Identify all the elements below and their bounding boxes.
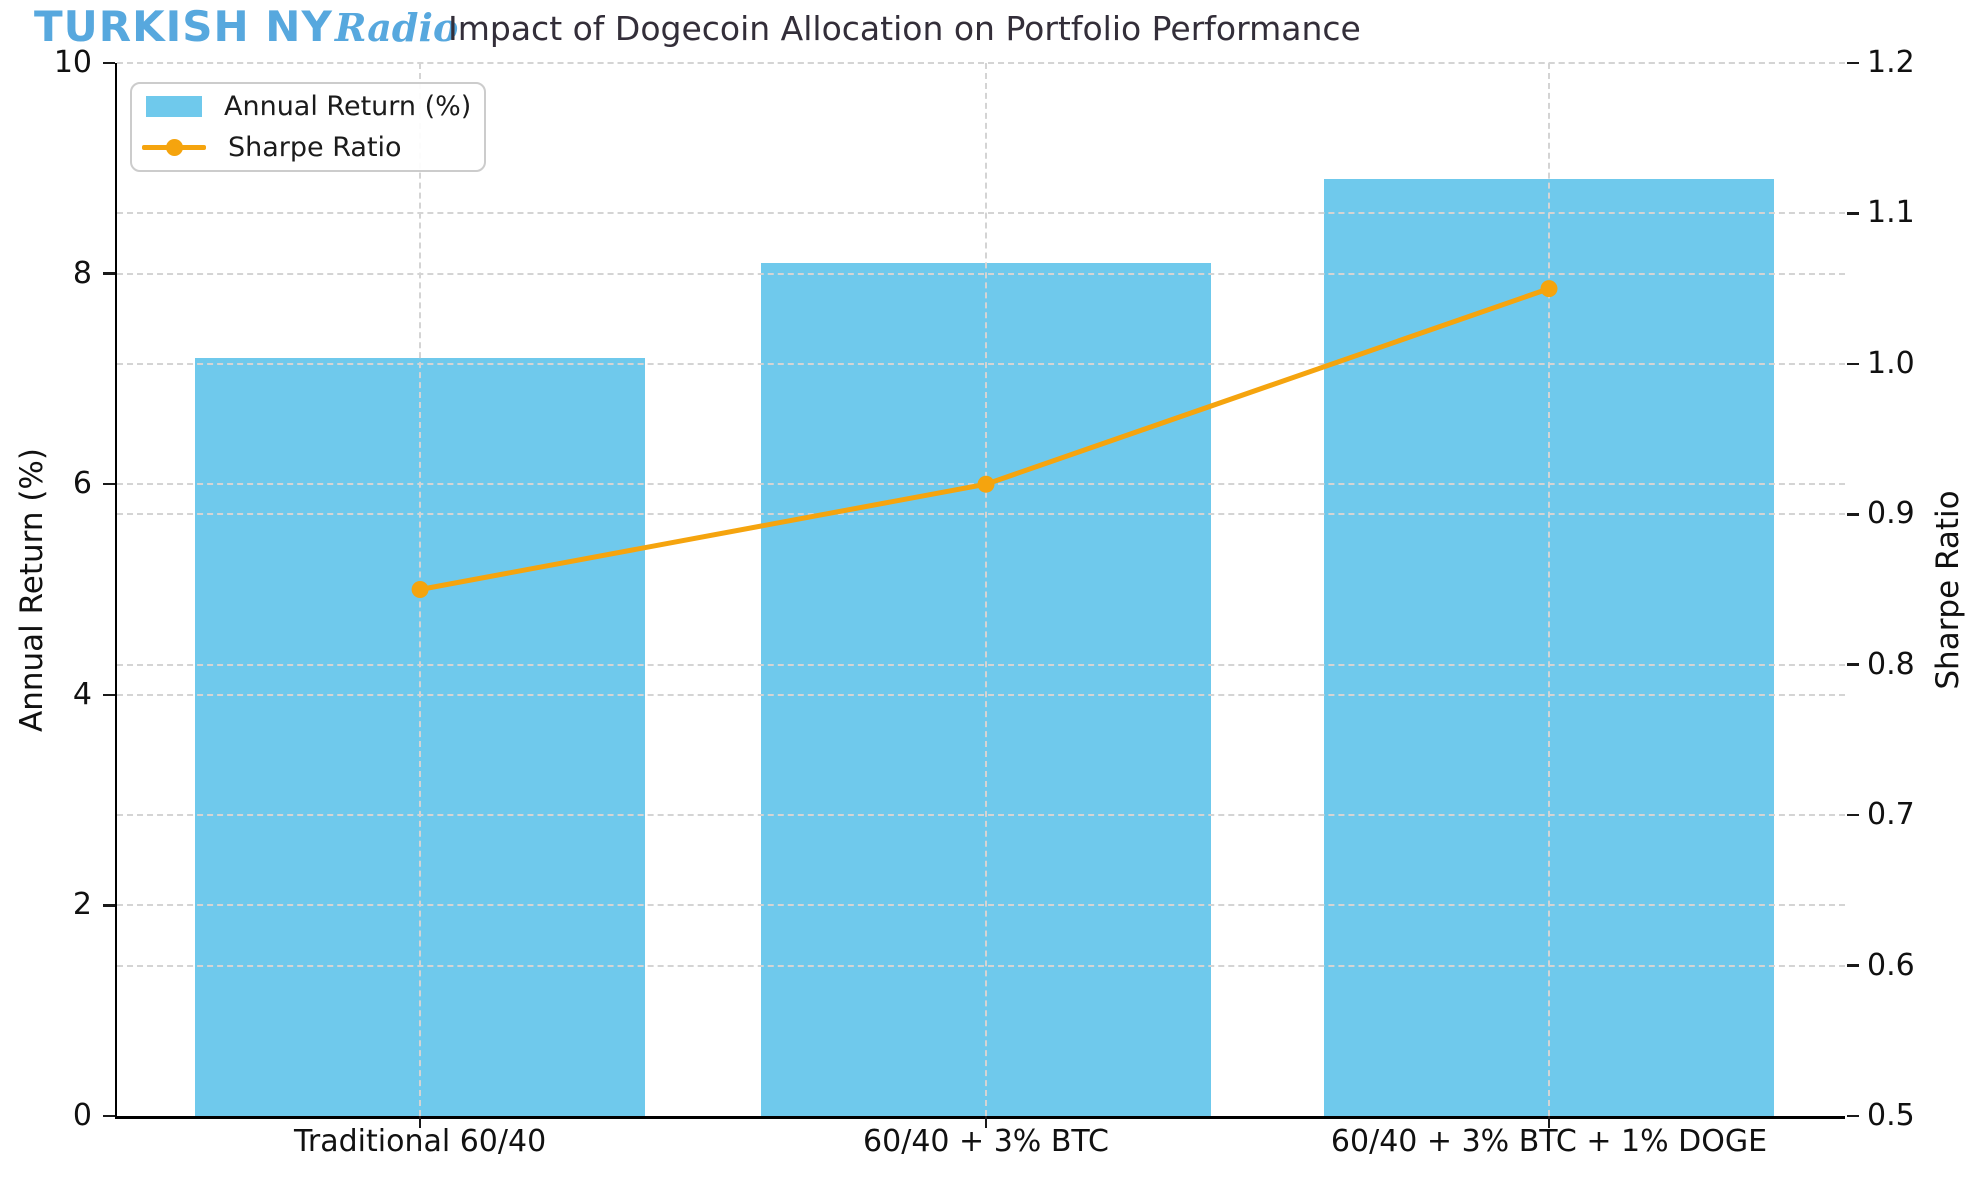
right-tick-label: 1.0 [1867, 345, 1915, 381]
chart-title: Impact of Dogecoin Allocation on Portfol… [448, 9, 1361, 48]
left-tick-label: 2 [72, 887, 92, 923]
legend-item-sharpe-ratio: Sharpe Ratio [132, 127, 484, 167]
left-tick-label: 8 [72, 255, 92, 291]
left-tick [102, 1114, 115, 1118]
right-tick [1847, 362, 1859, 366]
left-tick [102, 693, 115, 697]
right-tick [1847, 1114, 1859, 1118]
right-tick [1847, 813, 1859, 817]
v-gridline-category [985, 63, 987, 1116]
left-tick [102, 482, 115, 486]
legend: Annual Return (%) Sharpe Ratio [130, 82, 486, 172]
right-tick [1847, 663, 1859, 666]
bar-swatch-icon [146, 96, 202, 118]
h-gridline-right-axis [117, 362, 1845, 365]
right-tick-label: 0.7 [1867, 797, 1915, 833]
legend-label: Sharpe Ratio [228, 131, 402, 163]
left-tick-label: 4 [72, 676, 92, 712]
sharpe-line-chart [411, 280, 1558, 598]
x-tick-label: Traditional 60/40 [293, 1124, 547, 1159]
right-tick-label: 1.2 [1867, 45, 1915, 80]
left-tick-label: 0 [72, 1098, 92, 1133]
right-tick-label: 0.9 [1867, 496, 1915, 532]
brand-logo-main-text: TURKISH NY [34, 2, 333, 51]
brand-logo: TURKISH NYRadio [34, 2, 458, 51]
h-gridline-right-axis [117, 212, 1845, 215]
left-tick-label: 6 [72, 466, 92, 502]
h-gridline-right-axis [117, 62, 1845, 64]
sharpe-ratio-point [411, 581, 429, 598]
x-tick-label: 60/40 + 3% BTC [863, 1124, 1109, 1159]
sharpe-ratio-point [1540, 280, 1558, 298]
h-gridline-right-axis [117, 513, 1845, 516]
left-tick-label: 10 [53, 45, 92, 80]
right-tick [1847, 513, 1859, 516]
h-gridline-right-axis [117, 663, 1845, 666]
bottom-tick [418, 1116, 422, 1128]
right-tick-label: 1.1 [1867, 195, 1915, 231]
h-gridline-right-axis [117, 814, 1845, 817]
left-tick [102, 61, 115, 65]
right-axis-label: Sharpe Ratio [1930, 489, 1966, 690]
bottom-tick [1547, 1116, 1551, 1128]
plot-area [117, 62, 1845, 1116]
h-gridline-left-axis [117, 904, 1845, 907]
brand-logo-script-text: Radio [334, 5, 459, 50]
bottom-spine [114, 1116, 1845, 1119]
bottom-tick [984, 1116, 988, 1128]
v-gridline-category [1547, 63, 1550, 1116]
sharpe-ratio-line [417, 286, 1552, 592]
right-tick [1847, 212, 1859, 215]
h-gridline-left-axis [117, 272, 1845, 275]
left-spine [114, 63, 117, 1119]
x-tick-label: 60/40 + 3% BTC + 1% DOGE [1330, 1124, 1768, 1159]
legend-item-annual-return: Annual Return (%) [132, 87, 484, 127]
right-tick-label: 0.8 [1867, 646, 1915, 682]
right-tick [1847, 61, 1859, 65]
h-gridline-right-axis [117, 964, 1845, 967]
left-tick [102, 272, 115, 275]
left-tick [102, 904, 115, 907]
right-tick [1847, 964, 1859, 967]
sharpe-ratio-point [977, 475, 995, 493]
right-tick-label: 0.6 [1867, 947, 1915, 983]
h-gridline-left-axis [117, 693, 1845, 696]
left-axis-label: Annual Return (%) [14, 447, 50, 732]
legend-label: Annual Return (%) [224, 91, 472, 123]
line-marker-swatch-icon [142, 137, 206, 158]
right-tick-label: 0.5 [1867, 1098, 1915, 1133]
